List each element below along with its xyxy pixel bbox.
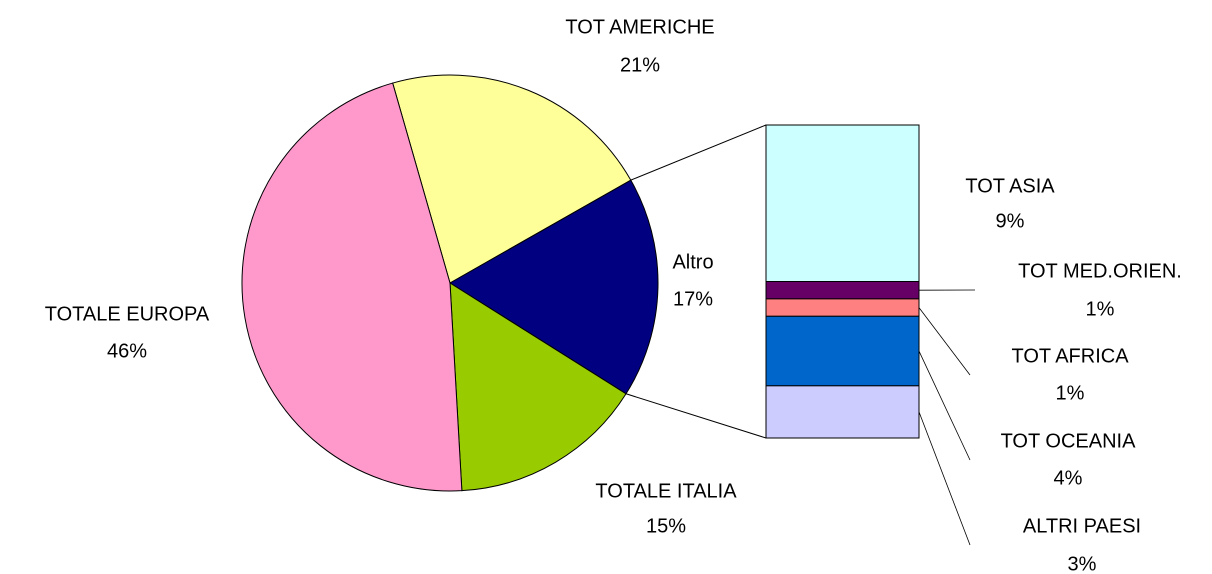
slice-label: TOTALE ITALIA: [595, 480, 737, 502]
slice-label: Altro: [672, 251, 713, 273]
bar-label: ALTRI PAESI: [1023, 515, 1141, 537]
bar-value: 4%: [1054, 467, 1083, 489]
bar-segment: [765, 298, 920, 317]
slice-value: 21%: [620, 54, 660, 76]
bar-segment: [765, 385, 920, 439]
bar-value: 1%: [1056, 382, 1085, 404]
bar-value: 1%: [1086, 298, 1115, 320]
pie-slice: [241, 82, 463, 492]
bar-label: TOT OCEANIA: [1001, 430, 1137, 452]
pie-slice: [392, 74, 632, 284]
bar-label: TOT MED.ORIEN.: [1018, 260, 1182, 282]
pie-slice: [449, 282, 627, 492]
connector-line: [625, 393, 767, 439]
slice-label: TOTALE EUROPA: [45, 303, 210, 325]
bar-value: 9%: [996, 210, 1025, 232]
slice-value: 46%: [107, 340, 147, 362]
leader-line: [918, 411, 971, 546]
bar-value: 3%: [1068, 553, 1097, 574]
slice-label: TOT AMERICHE: [565, 16, 714, 38]
slice-value: 15%: [646, 515, 686, 537]
leader-line: [918, 350, 971, 461]
bar-segment: [765, 124, 920, 282]
bar-label: TOT AFRICA: [1011, 345, 1129, 367]
leader-line: [918, 307, 971, 376]
slice-value: 17%: [673, 288, 713, 310]
bar-label: TOT ASIA: [965, 175, 1055, 197]
bar-segment: [765, 281, 920, 300]
connector-line: [630, 124, 767, 181]
pie-slice: [449, 179, 659, 395]
bar-segment: [765, 315, 920, 387]
